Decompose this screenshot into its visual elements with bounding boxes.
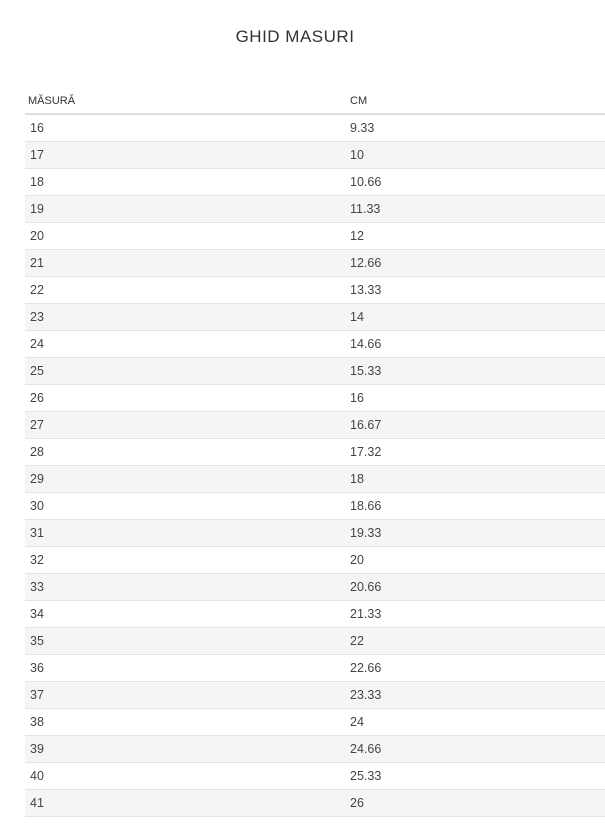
size-cell: 16 [25, 114, 346, 142]
table-row: 21 12.66 [25, 249, 605, 277]
cm-cell: 18.66 [346, 492, 605, 520]
size-cell: 35 [25, 627, 346, 655]
size-cell: 21 [25, 249, 346, 277]
cm-cell: 24 [346, 708, 605, 736]
cm-cell: 9.33 [346, 114, 605, 142]
size-cell: 41 [25, 789, 346, 817]
cm-cell: 12 [346, 222, 605, 250]
table-row: 34 21.33 [25, 600, 605, 628]
cm-cell: 14.66 [346, 330, 605, 358]
cm-cell: 11.33 [346, 195, 605, 223]
cm-cell: 21.33 [346, 600, 605, 628]
size-cell: 25 [25, 357, 346, 385]
size-cell: 29 [25, 465, 346, 493]
size-cell: 36 [25, 654, 346, 682]
table-row: 38 24 [25, 708, 605, 736]
table-row: 17 10 [25, 141, 605, 169]
size-cell: 17 [25, 141, 346, 169]
size-cell: 32 [25, 546, 346, 574]
cm-cell: 17.32 [346, 438, 605, 466]
table-row: 36 22.66 [25, 654, 605, 682]
table-row: 16 9.33 [25, 114, 605, 142]
table-row: 24 14.66 [25, 330, 605, 358]
table-row: 23 14 [25, 303, 605, 331]
table-row: 27 16.67 [25, 411, 605, 439]
size-cell: 28 [25, 438, 346, 466]
cm-cell: 16.67 [346, 411, 605, 439]
size-guide-table: MĂSURĂ CM 16 9.33 17 10 18 10.66 19 11.33 20 12 21… [25, 88, 605, 817]
table-row: 18 10.66 [25, 168, 605, 196]
table-row: 35 22 [25, 627, 605, 655]
cm-cell: 12.66 [346, 249, 605, 277]
header-cm: CM [346, 88, 605, 115]
table-row: 20 12 [25, 222, 605, 250]
size-cell: 30 [25, 492, 346, 520]
size-cell: 19 [25, 195, 346, 223]
cm-cell: 10 [346, 141, 605, 169]
cm-cell: 23.33 [346, 681, 605, 709]
cm-cell: 26 [346, 789, 605, 817]
table-row: 30 18.66 [25, 492, 605, 520]
table-header-row: MĂSURĂ CM [25, 88, 605, 115]
table-row: 19 11.33 [25, 195, 605, 223]
cm-cell: 20.66 [346, 573, 605, 601]
table-row: 22 13.33 [25, 276, 605, 304]
page-title: GHID MASURI [235, 27, 355, 46]
cm-cell: 14 [346, 303, 605, 331]
table-row: 25 15.33 [25, 357, 605, 385]
size-cell: 33 [25, 573, 346, 601]
table-row: 29 18 [25, 465, 605, 493]
cm-cell: 10.66 [346, 168, 605, 196]
size-cell: 31 [25, 519, 346, 547]
size-cell: 40 [25, 762, 346, 790]
table-row: 40 25.33 [25, 762, 605, 790]
size-cell: 38 [25, 708, 346, 736]
cm-cell: 22 [346, 627, 605, 655]
table-row: 28 17.32 [25, 438, 605, 466]
cm-cell: 20 [346, 546, 605, 574]
size-cell: 37 [25, 681, 346, 709]
table-row: 31 19.33 [25, 519, 605, 547]
cm-cell: 18 [346, 465, 605, 493]
size-cell: 23 [25, 303, 346, 331]
cm-cell: 13.33 [346, 276, 605, 304]
table-row: 32 20 [25, 546, 605, 574]
size-cell: 22 [25, 276, 346, 304]
cm-cell: 25.33 [346, 762, 605, 790]
size-cell: 18 [25, 168, 346, 196]
size-cell: 26 [25, 384, 346, 412]
table-row: 33 20.66 [25, 573, 605, 601]
cm-cell: 19.33 [346, 519, 605, 547]
size-cell: 34 [25, 600, 346, 628]
cm-cell: 22.66 [346, 654, 605, 682]
table-row: 39 24.66 [25, 735, 605, 763]
size-cell: 39 [25, 735, 346, 763]
size-cell: 20 [25, 222, 346, 250]
header-size: MĂSURĂ [25, 88, 346, 115]
table-row: 26 16 [25, 384, 605, 412]
size-cell: 24 [25, 330, 346, 358]
cm-cell: 15.33 [346, 357, 605, 385]
table-row: 37 23.33 [25, 681, 605, 709]
size-cell: 27 [25, 411, 346, 439]
table-row: 41 26 [25, 789, 605, 817]
cm-cell: 24.66 [346, 735, 605, 763]
cm-cell: 16 [346, 384, 605, 412]
